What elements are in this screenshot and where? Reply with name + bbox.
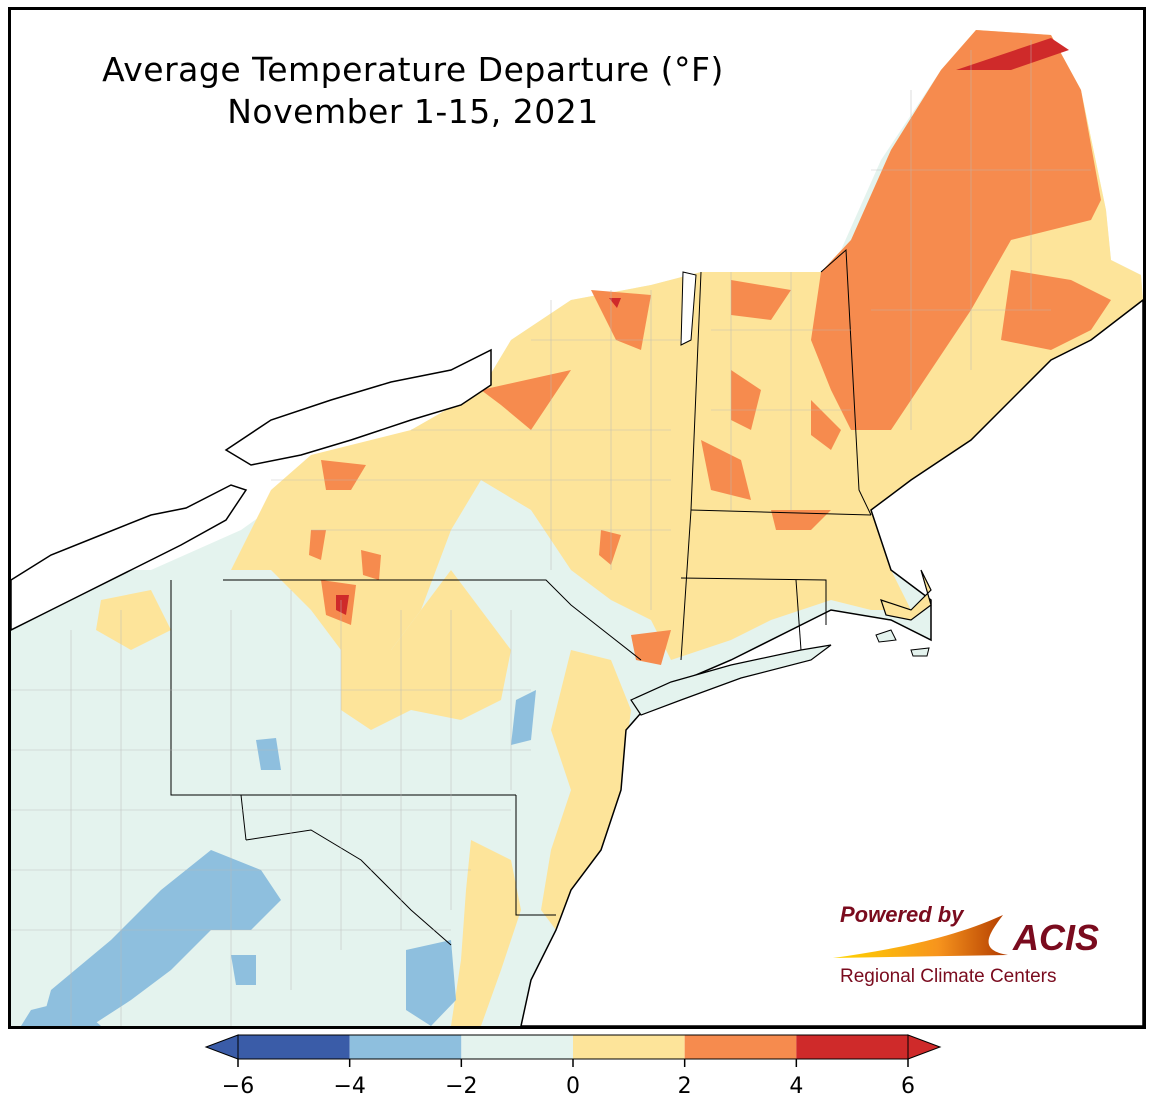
- region-below-2-4-pa: [256, 738, 281, 770]
- region-below-2-4-pa2: [511, 690, 536, 745]
- region-above-2-4-ma: [771, 510, 831, 530]
- acis-text: ACIS: [1012, 917, 1099, 958]
- colorbar-tick-label-6: 6: [901, 1074, 915, 1099]
- region-above-2-4-vt: [731, 280, 791, 320]
- region-above-0-2-west: [96, 590, 171, 650]
- region-above-2-4-ny-w2: [309, 530, 326, 560]
- colorbar-bin-4: [684, 1035, 797, 1059]
- state-borders: [170, 248, 872, 946]
- map-title: Average Temperature Departure (°F): [102, 50, 724, 89]
- region-above-2-4-ny-c3: [361, 550, 381, 580]
- colorbar-bin-1: [349, 1035, 462, 1059]
- marthas-vineyard: [875, 629, 897, 643]
- county-lines: [11, 40, 1091, 1026]
- region-above-2-4-vt-2: [701, 440, 751, 500]
- colorbar-tick-label-0: −6: [222, 1074, 254, 1099]
- region-above-2-4-ny-se: [631, 630, 671, 665]
- region-above-2-4-ny-north: [591, 290, 651, 350]
- lake-ontario: [224, 348, 492, 466]
- colorbar-tick-label-2: −2: [445, 1074, 477, 1099]
- map-frame: Average Temperature Departure (°F) Novem…: [8, 7, 1146, 1029]
- region-below-2-4-md: [406, 940, 456, 1026]
- region-below-2-4-sw: [21, 1000, 101, 1026]
- colorbar-bin-2: [461, 1035, 573, 1059]
- lake-erie: [11, 484, 248, 631]
- map-subtitle: November 1-15, 2021: [227, 92, 599, 131]
- region-above-4-6-ny-n: [609, 298, 621, 308]
- region-below-2-4-wv: [41, 850, 281, 1026]
- regional-climate-text: Regional Climate Centers: [840, 966, 1057, 987]
- region-above-4-6-ny: [336, 595, 349, 615]
- colorbar-tick-label-3: 0: [566, 1074, 580, 1099]
- region-above-2-4-ny-c2: [599, 530, 621, 565]
- atlantic-ocean: [520, 299, 1143, 1026]
- region-above-2-4-ny-west: [321, 460, 366, 490]
- region-below-2-4-wv2: [231, 955, 256, 985]
- colorbar-bin-0: [238, 1035, 350, 1059]
- region-above-4-6-maine-north: [956, 38, 1069, 70]
- lake-champlain: [680, 271, 697, 346]
- colorbar-tick-label-5: 4: [789, 1074, 803, 1099]
- region-above-2-4-maine: [811, 30, 1101, 430]
- colorbar-bin-5: [796, 1035, 908, 1059]
- long-island: [630, 644, 832, 716]
- region-above-2-4-ny-center: [481, 370, 571, 430]
- colorbar-bin-3: [573, 1035, 685, 1059]
- region-above-0-2-delmarva: [451, 840, 521, 1026]
- colorbar-extend-low: [204, 1034, 239, 1060]
- temperature-departure-map: [11, 30, 1143, 1026]
- nantucket: [910, 647, 930, 657]
- region-above-2-4-nh: [731, 370, 761, 430]
- region-above-2-4-coast-me: [1001, 270, 1111, 350]
- colorbar-tick-label-4: 2: [678, 1074, 692, 1099]
- colorbar-legend: −6 −4 −2 0 2 4 6: [204, 1034, 942, 1099]
- colorbar-extend-high: [907, 1034, 942, 1060]
- colorbar-tick-label-1: −4: [333, 1074, 365, 1099]
- region-above-2-4-nh-2: [811, 400, 841, 450]
- powered-by-text: Powered by: [840, 902, 965, 927]
- region-above-0-2-nj: [541, 650, 631, 930]
- cape-cod: [880, 569, 932, 621]
- acis-logo: Powered by ACIS Regional Climate Centers: [833, 902, 1099, 987]
